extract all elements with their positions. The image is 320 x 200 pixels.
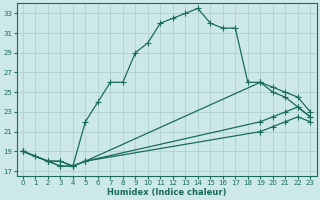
X-axis label: Humidex (Indice chaleur): Humidex (Indice chaleur) bbox=[107, 188, 226, 197]
